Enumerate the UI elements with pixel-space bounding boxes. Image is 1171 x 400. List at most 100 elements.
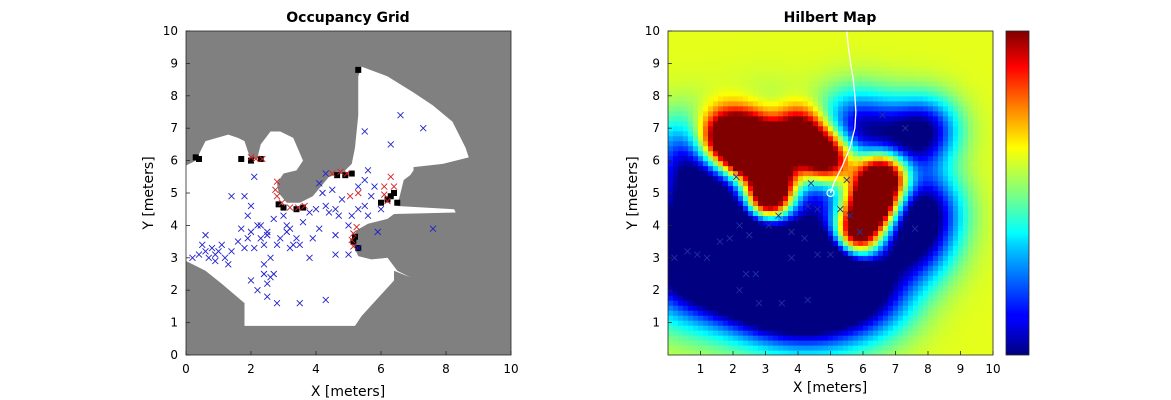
heatmap-cell [763,35,769,42]
heatmap-cell [838,320,844,326]
heatmap-cell [778,31,784,37]
heatmap-cell [818,140,824,147]
heatmap-cell [728,170,734,177]
heatmap-cell [983,305,989,311]
sample-marker [736,222,743,229]
occupied-cell [391,190,397,196]
heatmap-cell [688,210,694,217]
heatmap-cell [883,175,889,182]
heatmap-cell [868,85,874,92]
heatmap-cell [763,40,769,47]
heatmap-cell [778,60,784,67]
heatmap-cell [728,280,734,286]
heatmap-cell [883,105,889,112]
heatmap-cell [783,155,789,162]
heatmap-cell [953,285,959,291]
heatmap-cell [958,190,964,197]
heatmap-cell [748,255,754,261]
heatmap-cell [948,195,954,202]
heatmap-cell [703,180,709,187]
heatmap-cell [758,65,764,72]
heatmap-cell [783,350,789,355]
heatmap-cell [978,320,984,326]
heatmap-cell [688,310,694,316]
heatmap-cell [763,140,769,147]
heatmap-cell [803,235,809,241]
heatmap-cell [818,120,824,127]
heatmap-cell [668,345,674,351]
heatmap-cell [923,315,929,321]
heatmap-cell [788,90,794,97]
heatmap-cell [838,185,844,192]
heatmap-cell [828,285,834,291]
heatmap-cell [898,135,904,142]
sample-marker [788,254,795,262]
heatmap-cell [713,320,719,326]
heatmap-cell [878,230,884,236]
heatmap-cell [718,335,724,341]
heatmap-cell [713,155,719,162]
heatmap-cell [728,140,734,147]
heatmap-cell [883,180,889,187]
heatmap-cell [933,280,939,286]
heatmap-cell [843,45,849,52]
heatmap-cell [698,40,704,47]
heatmap-cell [898,110,904,117]
heatmap-cell [673,290,679,296]
heatmap-cell [753,195,759,202]
heatmap-cell [798,265,804,271]
heatmap-cell [988,315,993,321]
heatmap-cell [943,305,949,311]
heatmap-cell [758,190,764,197]
heatmap-cell [948,105,954,112]
heatmap-cell [858,340,864,346]
heatmap-cell [828,230,834,236]
heatmap-cell [893,185,899,192]
heatmap-cell [948,140,954,147]
heatmap-cell [903,130,909,137]
heatmap-cell [693,105,699,112]
heatmap-cell [668,335,674,341]
heatmap-cell [803,265,809,271]
heatmap-cell [728,270,734,276]
hit-marker [259,155,266,163]
heatmap-cell [778,270,784,276]
heatmap-cell [733,330,739,336]
heatmap-cell [748,225,754,231]
heatmap-cell [728,260,734,266]
heatmap-cell [873,225,879,231]
heatmap-cell [808,50,814,57]
heatmap-cell [718,130,724,137]
heatmap-cell [773,315,779,321]
heatmap-cell [838,265,844,271]
heatmap-cell [828,80,834,87]
heatmap-cell [873,135,879,142]
heatmap-cell [868,270,874,276]
heatmap-cell [728,50,734,57]
heatmap-cell [913,130,919,137]
heatmap-cell [888,255,894,261]
heatmap-cell [938,270,944,276]
heatmap-cell [918,265,924,271]
heatmap-cell [913,60,919,67]
heatmap-cell [848,45,854,52]
heatmap-cell [768,260,774,266]
heatmap-cell [873,70,879,77]
heatmap-cell [953,305,959,311]
heatmap-cell [833,70,839,77]
x-tick-label: 8 [924,362,932,376]
heatmap-cell [733,255,739,261]
heatmap-cell [948,220,954,226]
heatmap-cell [963,190,969,197]
heatmap-cell [833,225,839,231]
heatmap-cell [768,160,774,167]
heatmap-cell [918,250,924,256]
heatmap-cell [928,115,934,122]
heatmap-cell [918,175,924,182]
heatmap-cell [973,290,979,296]
heatmap-cell [943,85,949,92]
sample-marker [879,111,886,119]
heatmap-cell [768,240,774,246]
heatmap-cell [723,35,729,42]
heatmap-cell [673,130,679,137]
